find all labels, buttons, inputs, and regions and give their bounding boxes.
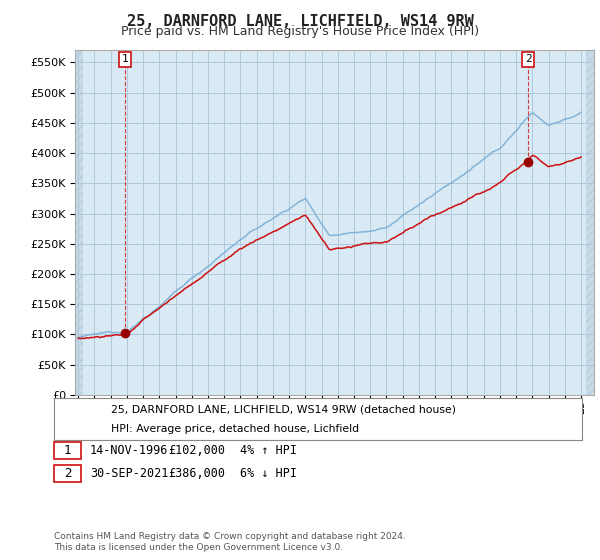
Text: £102,000: £102,000 (168, 444, 225, 458)
Bar (586, 50, 594, 395)
Text: 1: 1 (64, 444, 71, 458)
Text: 6% ↓ HPI: 6% ↓ HPI (240, 466, 297, 480)
Text: 25, DARNFORD LANE, LICHFIELD, WS14 9RW: 25, DARNFORD LANE, LICHFIELD, WS14 9RW (127, 14, 473, 29)
Text: 25, DARNFORD LANE, LICHFIELD, WS14 9RW (detached house): 25, DARNFORD LANE, LICHFIELD, WS14 9RW (… (111, 404, 456, 414)
Text: 2: 2 (64, 466, 71, 480)
Text: 4% ↑ HPI: 4% ↑ HPI (240, 444, 297, 458)
Text: 2: 2 (525, 54, 532, 64)
Text: 1: 1 (121, 54, 128, 64)
Bar (75, 50, 83, 395)
Text: 30-SEP-2021: 30-SEP-2021 (90, 466, 169, 480)
Text: HPI: Average price, detached house, Lichfield: HPI: Average price, detached house, Lich… (111, 424, 359, 434)
Bar (586, 50, 594, 395)
Text: Contains HM Land Registry data © Crown copyright and database right 2024.
This d: Contains HM Land Registry data © Crown c… (54, 532, 406, 552)
Text: Price paid vs. HM Land Registry's House Price Index (HPI): Price paid vs. HM Land Registry's House … (121, 25, 479, 38)
Text: 14-NOV-1996: 14-NOV-1996 (90, 444, 169, 458)
Bar (75, 50, 83, 395)
Text: £386,000: £386,000 (168, 466, 225, 480)
